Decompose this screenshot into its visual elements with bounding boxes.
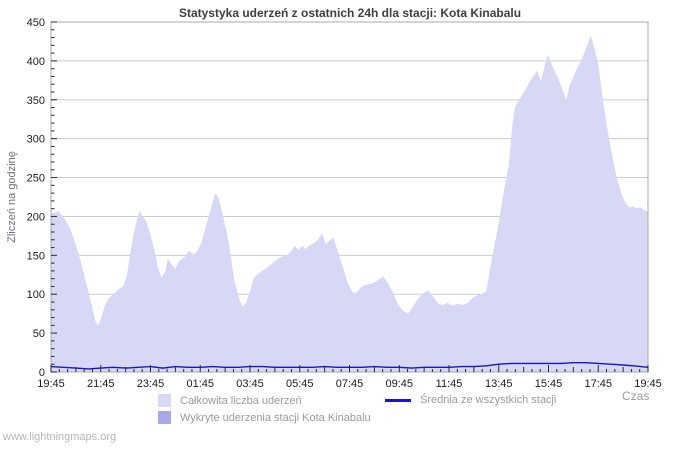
chart-title: Statystyka uderzeń z ostatnich 24h dla s… [178,6,522,20]
x-tick-label: 03:45 [236,378,264,390]
x-tick-label: 21:45 [87,378,115,390]
station-strikes-swatch-icon [158,411,171,424]
watermark: www.lightningmaps.org [3,431,117,443]
x-tick-label: 19:45 [634,378,662,390]
y-tick-label: 350 [27,95,45,107]
x-tick-label: 09:45 [385,378,413,390]
total-strikes-area [51,35,648,372]
legend-item-average: Średnia ze wszystkich stacji [385,394,556,406]
y-tick-label: 250 [27,173,45,185]
legend-item-total: Całkowita liczba uderzeń [158,394,302,407]
total-strikes-swatch-icon [158,394,171,407]
legend-label-station: Wykryte uderzenia stacji Kota Kinabalu [180,411,371,424]
x-tick-label: 07:45 [336,378,364,390]
x-tick-label: 13:45 [485,378,513,390]
y-tick-label: 0 [39,367,45,379]
average-line [50,361,649,370]
y-tick-label: 400 [27,56,45,68]
y-tick-label: 150 [27,250,45,262]
legend-item-station: Wykryte uderzenia stacji Kota Kinabalu [158,411,371,424]
legend-label-average: Średnia ze wszystkich stacji [420,394,557,406]
x-axis-title: Czas [622,389,650,403]
x-tick-label: 19:45 [37,378,65,390]
x-tick-label: 05:45 [286,378,314,390]
y-tick-label: 50 [33,328,45,340]
x-tick-label: 11:45 [436,378,463,390]
x-tick-label: 01:45 [186,378,214,390]
average-line-swatch-icon [385,398,411,402]
x-tick-label: 17:45 [584,378,612,390]
legend-label-total: Całkowita liczba uderzeń [180,394,302,407]
y-tick-label: 300 [27,134,45,146]
x-tick-label: 15:45 [535,378,563,390]
y-tick-label: 200 [27,211,45,223]
y-tick-label: 450 [27,17,45,29]
y-tick-label: 100 [27,289,45,301]
x-tick-label: 23:45 [137,378,165,390]
